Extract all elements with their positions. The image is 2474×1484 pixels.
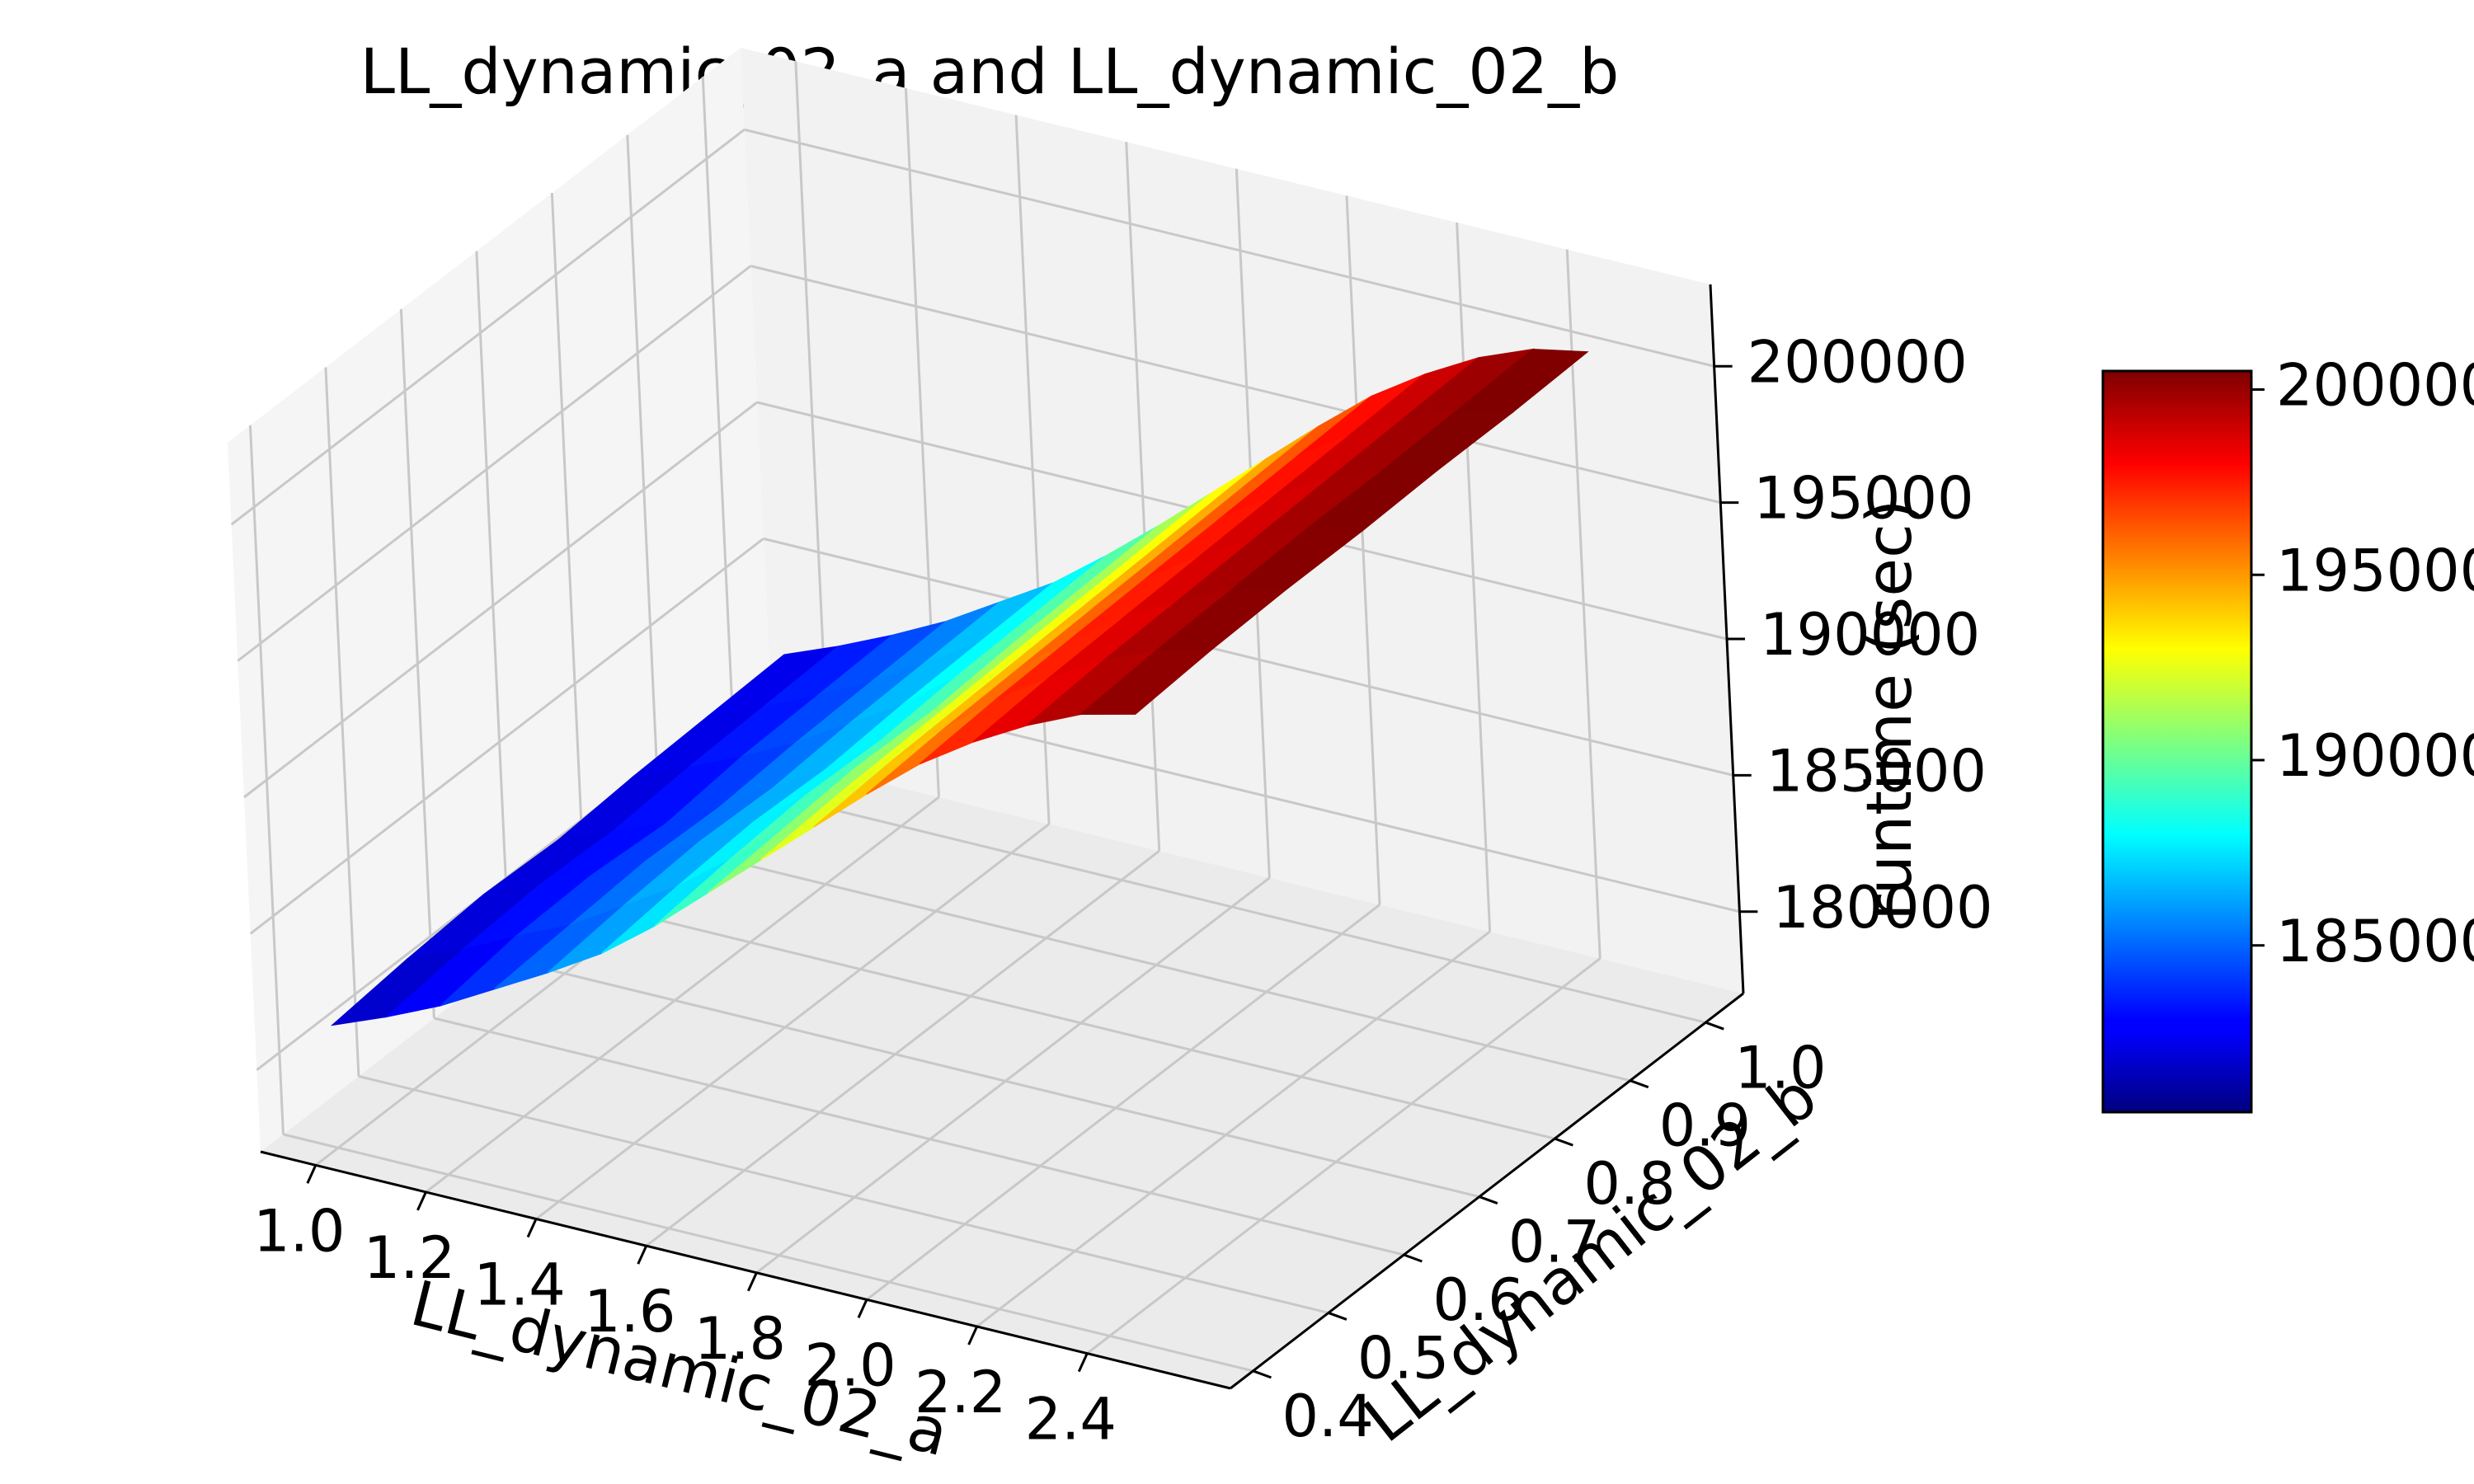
axis-line: [1230, 992, 1744, 1390]
y-tick-label: 0.5: [1357, 1324, 1449, 1392]
x-tick-label: 1.2: [364, 1224, 455, 1292]
z-tick-label: 195000: [1753, 465, 1973, 533]
x-tick-label: 2.0: [804, 1331, 896, 1399]
y-tick: [1554, 1137, 1573, 1147]
grid-line: [230, 129, 745, 526]
y-tick-label: 0.8: [1583, 1150, 1675, 1218]
z-axis-label: runtime (sec): [1852, 500, 1926, 921]
grid-line: [249, 538, 764, 935]
grid-line: [645, 849, 1160, 1247]
colorbar-tick-label: 200000: [2276, 352, 2474, 420]
grid-line: [243, 401, 758, 799]
z-tick-label: 190000: [1760, 601, 1980, 669]
x-tick: [857, 1298, 868, 1318]
x-tick: [306, 1164, 317, 1184]
grid-line: [425, 796, 940, 1194]
x-tick-label: 1.0: [253, 1197, 345, 1265]
grid-line: [744, 128, 1714, 368]
y-tick-label: 0.4: [1282, 1383, 1373, 1450]
grid-line: [434, 1017, 1404, 1256]
z-tick-label: 185000: [1766, 737, 1987, 805]
x-tick-label: 1.8: [694, 1305, 786, 1373]
z-tick-label: 200000: [1747, 328, 1968, 396]
z-tick-label: 180000: [1772, 874, 1992, 942]
x-tick: [526, 1218, 538, 1238]
grid-line: [750, 265, 1721, 505]
colorbar-tick-label: 195000: [2276, 537, 2474, 604]
x-tick: [967, 1326, 979, 1345]
grid-line: [358, 1074, 1329, 1314]
grid-line: [735, 784, 1706, 1024]
y-tick: [1252, 1369, 1272, 1379]
colorbar: [2101, 369, 2253, 1114]
grid-line: [660, 843, 1631, 1082]
x-tick-label: 2.4: [1025, 1386, 1117, 1453]
y-tick-label: 1.0: [1734, 1034, 1826, 1101]
grid-line: [283, 1133, 1253, 1373]
y-tick: [1479, 1195, 1498, 1205]
grid-line: [237, 265, 752, 662]
x-tick: [637, 1245, 648, 1265]
y-tick: [1705, 1021, 1724, 1031]
x-tick: [416, 1191, 427, 1211]
grid-line: [755, 876, 1271, 1274]
grid-line: [584, 900, 1555, 1140]
grid-line: [976, 930, 1491, 1328]
y-tick: [1328, 1312, 1348, 1321]
x-tick: [1077, 1352, 1089, 1373]
grid-line: [1086, 957, 1602, 1355]
colorbar-tick-label: 185000: [2276, 908, 2474, 975]
chart-title: LL_dynamic_02_a and LL_dynamic_02_b: [360, 35, 1620, 108]
colorbar-tick-label: 190000: [2276, 722, 2474, 790]
y-tick-label: 0.7: [1508, 1209, 1600, 1276]
y-tick: [1630, 1079, 1649, 1089]
grid-line: [763, 537, 1734, 777]
x-tick: [746, 1272, 758, 1292]
y-tick-label: 0.6: [1432, 1266, 1524, 1334]
x-tick-label: 2.2: [915, 1359, 1006, 1426]
surface-face: [1079, 650, 1212, 716]
grid-line: [509, 959, 1480, 1199]
x-tick-label: 1.4: [473, 1252, 565, 1319]
grid-line: [535, 823, 1051, 1220]
grid-line: [866, 904, 1380, 1301]
axis-line: [260, 1150, 1231, 1390]
axis-line: [1709, 284, 1745, 994]
y-tick-label: 0.9: [1659, 1092, 1751, 1160]
y-tick: [1403, 1253, 1423, 1263]
x-tick-label: 1.6: [584, 1278, 675, 1345]
